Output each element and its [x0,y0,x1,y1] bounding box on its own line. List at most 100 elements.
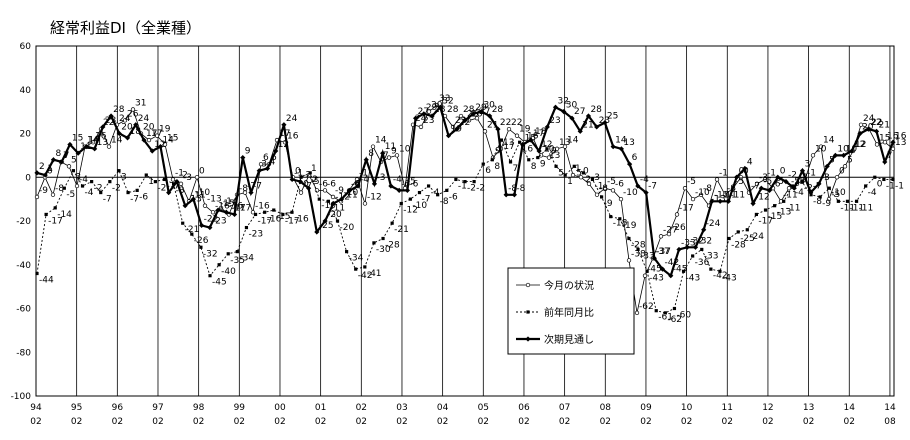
data-label: 29 [475,103,487,113]
data-label: 12 [154,140,165,150]
data-label: 9 [245,147,251,157]
data-label: 24 [863,114,875,124]
data-label: -2 [302,171,311,181]
data-point [684,244,690,250]
x-month-label: 02 [315,417,326,427]
data-label: -11 [330,203,345,213]
chart-title: 経常利益DI（全業種） [50,19,201,37]
data-label: 6 [632,153,638,163]
data-label: -2 [179,171,188,181]
data-point [857,130,863,137]
data-label: 13 [97,138,108,148]
data-point [347,187,353,193]
data-label: -8 [440,197,449,207]
data-label: -17 [48,216,63,226]
data-label: -22 [204,214,219,224]
data-point [413,115,419,121]
data-label: 10 [399,144,411,154]
data-point [445,188,449,192]
data-label: 0 [583,166,589,176]
data-point [108,113,114,119]
data-label: -13 [207,195,222,205]
data-label: -5 [607,177,616,187]
data-label: -2 [467,184,476,194]
data-point [610,188,616,193]
data-label: 31 [135,98,146,108]
data-label: -7 [247,182,256,192]
data-point [762,177,768,182]
data-label: 3 [75,173,81,183]
data-point [808,189,814,196]
data-label: 9 [391,147,397,157]
data-label: -11 [714,190,729,200]
data-point [609,215,613,219]
data-point [386,155,392,160]
data-point [235,250,239,254]
data-point [116,130,122,137]
data-point [818,144,824,149]
data-point [396,187,402,193]
data-label: 27 [574,107,585,117]
x-year-label: 02 [356,403,367,413]
data-label: -3 [759,173,768,183]
legend-marker [525,282,531,288]
x-month-label: 02 [722,417,733,427]
data-label: 0 [199,166,205,176]
data-label: 11 [385,142,396,152]
data-label: 10 [846,144,858,154]
data-label: 22 [871,118,882,128]
data-label: -3 [376,173,385,183]
data-point [518,140,522,144]
data-point [437,104,443,110]
data-label: -60 [676,311,691,321]
data-point [634,310,640,316]
data-point [42,172,48,178]
data-label: -45 [647,265,662,275]
chart-title-box [44,14,250,40]
data-point [122,118,128,123]
data-label: 30 [566,101,578,111]
data-label: -6 [772,179,781,189]
data-point [80,184,85,188]
data-label: 10 [815,144,827,154]
data-label: 19 [159,125,171,135]
data-point [864,184,868,188]
data-label: 15 [879,133,890,143]
data-label: -1 [807,168,816,178]
data-point [35,271,39,276]
data-label: 22 [500,118,511,128]
data-label: -4 [85,188,94,198]
data-point [658,234,664,239]
data-point [763,208,768,212]
data-point [585,113,592,119]
data-point [849,148,855,154]
data-label: 9 [540,160,546,170]
data-label: -42 [713,271,728,281]
data-point [298,190,304,195]
data-point [207,224,213,231]
data-label: -26 [671,223,686,233]
data-label: -5 [311,177,320,187]
legend-entry: 今月の状況 [516,279,594,292]
data-label: 8 [494,162,500,172]
data-point [690,196,696,202]
data-label: -42 [665,258,680,268]
data-point [698,192,704,197]
data-label: -24 [706,219,721,229]
data-point [773,204,777,208]
x-year-label: 97 [152,403,163,413]
data-point [602,186,608,191]
data-label: 17 [146,129,157,139]
data-label: 14 [823,136,835,146]
data-point [306,185,312,191]
data-label: 2 [312,175,318,185]
data-point [536,148,542,154]
data-label: -12 [367,193,382,203]
data-point [818,195,822,199]
data-point [627,161,633,167]
y-tick-label: -80 [16,348,31,358]
data-point [800,180,804,184]
x-month-label: 02 [803,417,814,427]
x-year-label: 06 [518,403,530,413]
